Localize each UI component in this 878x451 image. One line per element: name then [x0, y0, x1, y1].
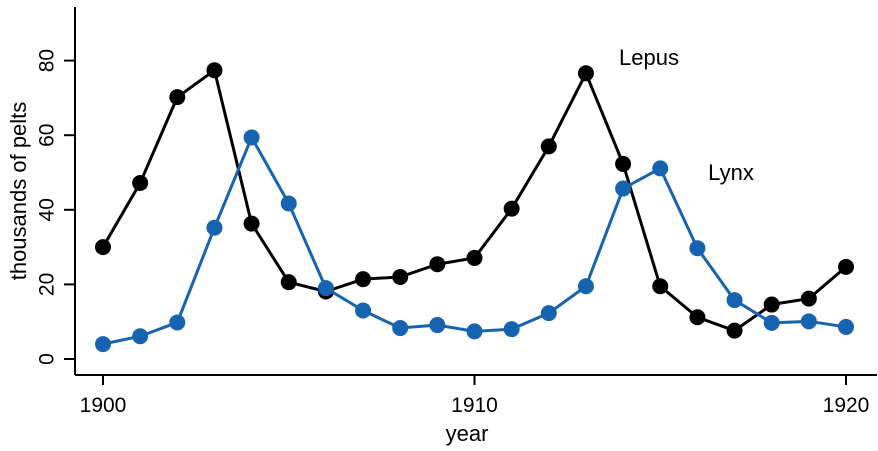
- lepus-data-point: [689, 309, 706, 326]
- lepus-data-point: [243, 215, 260, 232]
- lepus-data-point: [800, 290, 817, 307]
- y-tick-label: 40: [36, 198, 59, 221]
- lepus-data-point: [355, 271, 372, 288]
- lynx-data-point: [838, 318, 854, 335]
- lepus-line: [101, 68, 848, 333]
- lepus-data-point: [392, 268, 409, 285]
- lynx-data-point: [206, 219, 223, 236]
- lynx-data-point: [392, 320, 409, 337]
- lepus-data-point: [726, 322, 743, 339]
- lepus-data-point: [280, 274, 297, 291]
- lepus-data-point: [652, 278, 669, 295]
- series-inline-labels: Lepus Lynx: [619, 45, 754, 185]
- lynx-data-point: [577, 278, 594, 295]
- lepus-data-point: [763, 296, 780, 313]
- y-tick-label: 0: [36, 353, 59, 365]
- lynx-data-point: [652, 160, 669, 177]
- lynx-data-point: [540, 305, 557, 322]
- lynx-data-point: [95, 336, 111, 353]
- lynx-data-point: [280, 195, 297, 212]
- y-tick-label: 60: [36, 124, 59, 147]
- y-axis-title: thousands of pelts: [6, 102, 31, 281]
- lynx-series-label: Lynx: [708, 160, 754, 185]
- lepus-data-point: [540, 138, 557, 155]
- lepus-data-point: [206, 62, 223, 79]
- lynx-data-point: [726, 292, 743, 309]
- lepus-data-point: [95, 239, 111, 256]
- lynx-data-point: [615, 180, 632, 197]
- lynx-data-point: [503, 321, 520, 338]
- lepus-data-point: [615, 155, 632, 172]
- lynx-data-point: [800, 313, 817, 330]
- lepus-data-point: [169, 89, 186, 106]
- lepus-data-point: [838, 258, 854, 275]
- lynx-data-point: [317, 280, 334, 297]
- lynx-data-point: [355, 302, 372, 319]
- lepus-data-point: [132, 174, 149, 191]
- lepus-data-point: [466, 249, 483, 266]
- y-tick-label: 80: [36, 49, 59, 72]
- series-lines: [95, 62, 854, 353]
- x-tick-label: 1910: [451, 394, 498, 417]
- lynx-data-point: [466, 323, 483, 340]
- lepus-series-label: Lepus: [619, 45, 679, 70]
- lynx-data-point: [429, 317, 446, 334]
- lynx-data-point: [169, 314, 186, 331]
- x-axis-title: year: [446, 421, 489, 446]
- lynx-data-point: [689, 240, 706, 257]
- lynx-data-point: [132, 328, 149, 345]
- lepus-data-point: [429, 256, 446, 273]
- y-tick-label: 20: [36, 273, 59, 296]
- lynx-data-point: [243, 129, 260, 146]
- lynx-data-point: [763, 314, 780, 331]
- lepus-data-point: [503, 200, 520, 217]
- x-tick-label: 1900: [80, 394, 127, 417]
- x-tick-label: 1920: [823, 394, 870, 417]
- lepus-data-point: [577, 65, 594, 82]
- x-axis-ticks: 1900 1910 1920: [80, 375, 870, 417]
- y-axis-ticks: 0 20 40 60 80: [36, 49, 75, 365]
